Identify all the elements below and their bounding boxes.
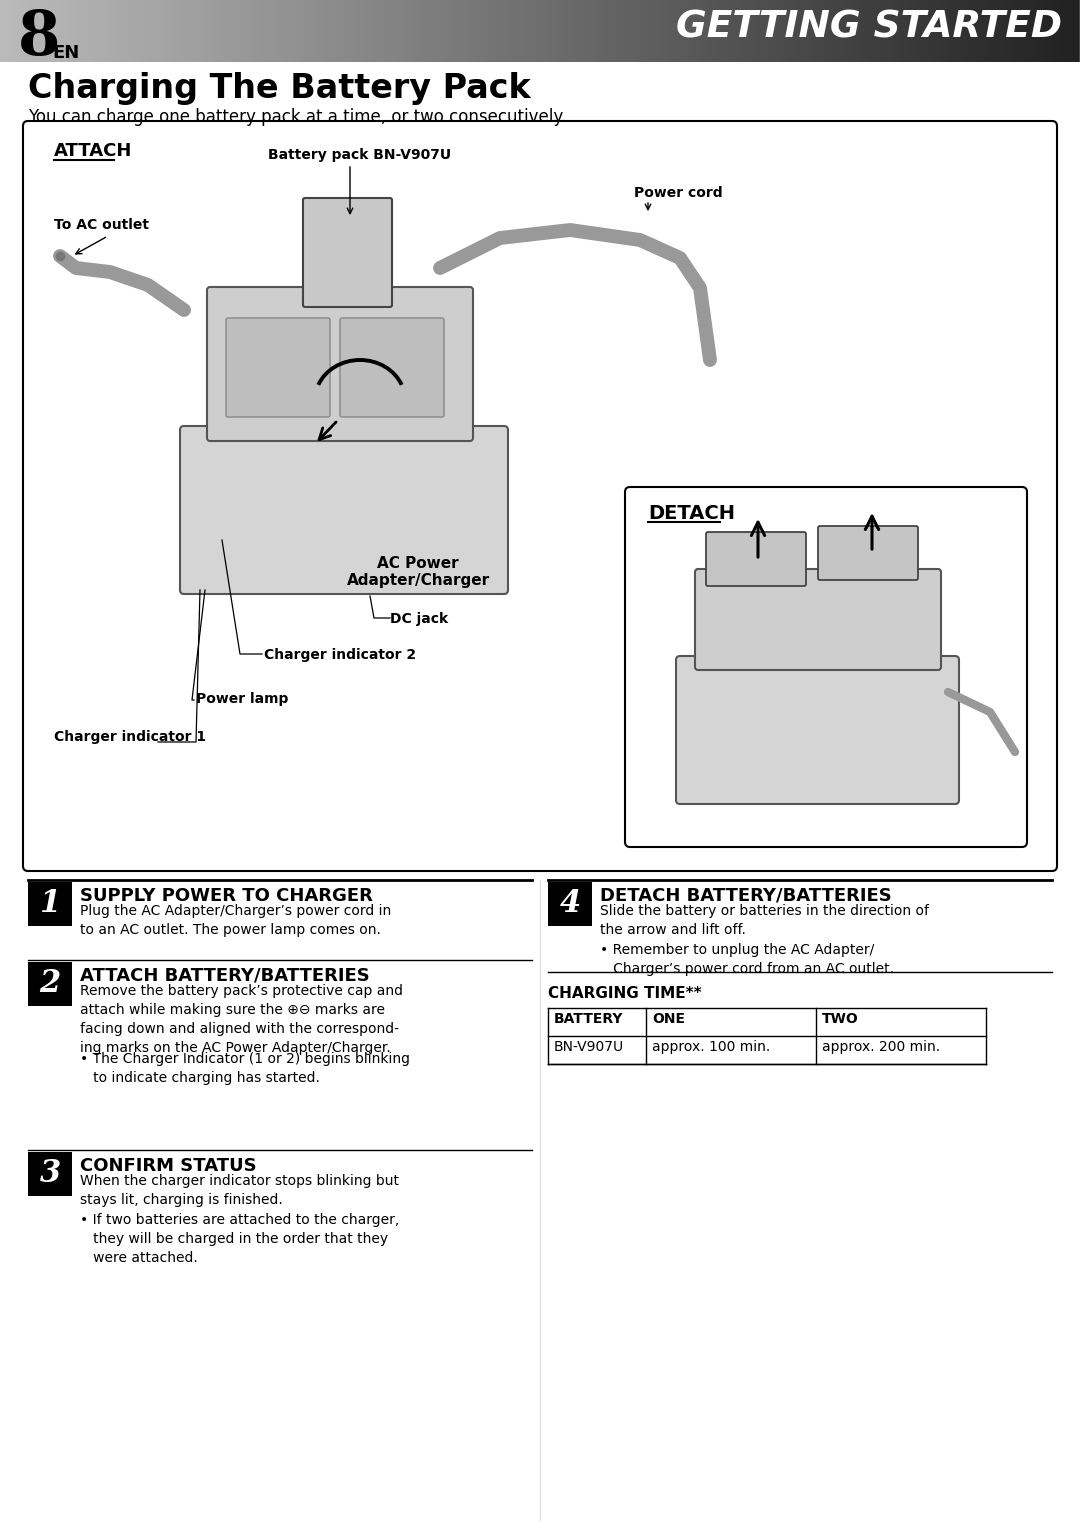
Text: Plug the AC Adapter/Charger’s power cord in
to an AC outlet. The power lamp come: Plug the AC Adapter/Charger’s power cord… bbox=[80, 904, 391, 937]
FancyBboxPatch shape bbox=[706, 532, 806, 586]
FancyBboxPatch shape bbox=[340, 317, 444, 417]
Text: To AC outlet: To AC outlet bbox=[54, 218, 149, 231]
Text: Charger indicator 2: Charger indicator 2 bbox=[264, 648, 416, 662]
FancyBboxPatch shape bbox=[180, 426, 508, 593]
Text: • The Charger Indicator (1 or 2) begins blinking
   to indicate charging has sta: • The Charger Indicator (1 or 2) begins … bbox=[80, 1052, 410, 1085]
Text: GETTING STARTED: GETTING STARTED bbox=[676, 11, 1062, 46]
Text: Battery pack BN-V907U: Battery pack BN-V907U bbox=[269, 149, 451, 162]
Text: • Remember to unplug the AC Adapter/
   Charger’s power cord from an AC outlet.: • Remember to unplug the AC Adapter/ Cha… bbox=[600, 943, 894, 977]
Text: DETACH BATTERY/BATTERIES: DETACH BATTERY/BATTERIES bbox=[600, 888, 892, 904]
Text: AC Power
Adapter/Charger: AC Power Adapter/Charger bbox=[347, 556, 489, 589]
Text: approx. 100 min.: approx. 100 min. bbox=[652, 1039, 770, 1055]
FancyBboxPatch shape bbox=[696, 569, 941, 670]
Text: approx. 200 min.: approx. 200 min. bbox=[822, 1039, 940, 1055]
Text: When the charger indicator stops blinking but
stays lit, charging is finished.: When the charger indicator stops blinkin… bbox=[80, 1174, 399, 1206]
Text: SUPPLY POWER TO CHARGER: SUPPLY POWER TO CHARGER bbox=[80, 888, 373, 904]
Text: Power lamp: Power lamp bbox=[195, 691, 288, 707]
Text: 3: 3 bbox=[39, 1159, 60, 1190]
Text: DETACH: DETACH bbox=[648, 504, 735, 523]
Text: DC jack: DC jack bbox=[390, 612, 448, 625]
FancyBboxPatch shape bbox=[818, 526, 918, 579]
FancyBboxPatch shape bbox=[303, 198, 392, 307]
Text: Remove the battery pack’s protective cap and
attach while making sure the ⊕⊖ mar: Remove the battery pack’s protective cap… bbox=[80, 984, 403, 1055]
Text: CONFIRM STATUS: CONFIRM STATUS bbox=[80, 1157, 257, 1174]
Text: • If two batteries are attached to the charger,
   they will be charged in the o: • If two batteries are attached to the c… bbox=[80, 1213, 400, 1265]
Text: You can charge one battery pack at a time, or two consecutively.: You can charge one battery pack at a tim… bbox=[28, 107, 566, 126]
Text: Power cord: Power cord bbox=[634, 185, 723, 199]
FancyBboxPatch shape bbox=[676, 656, 959, 803]
FancyBboxPatch shape bbox=[207, 287, 473, 442]
Bar bbox=[28, 963, 72, 1006]
Text: 4: 4 bbox=[559, 889, 581, 920]
Text: 2: 2 bbox=[39, 969, 60, 1000]
Text: ONE: ONE bbox=[652, 1012, 685, 1026]
Bar bbox=[548, 881, 592, 926]
Text: 8: 8 bbox=[18, 8, 60, 67]
FancyBboxPatch shape bbox=[23, 121, 1057, 871]
Bar bbox=[28, 1151, 72, 1196]
FancyBboxPatch shape bbox=[226, 317, 330, 417]
Text: Charging The Battery Pack: Charging The Battery Pack bbox=[28, 72, 530, 104]
FancyBboxPatch shape bbox=[625, 487, 1027, 848]
Text: EN: EN bbox=[52, 44, 79, 61]
Text: BATTERY: BATTERY bbox=[554, 1012, 623, 1026]
Text: Slide the battery or batteries in the direction of
the arrow and lift off.: Slide the battery or batteries in the di… bbox=[600, 904, 929, 937]
Text: ATTACH BATTERY/BATTERIES: ATTACH BATTERY/BATTERIES bbox=[80, 967, 369, 986]
Bar bbox=[28, 881, 72, 926]
Text: 1: 1 bbox=[39, 889, 60, 920]
Text: CHARGING TIME**: CHARGING TIME** bbox=[548, 986, 702, 1001]
Text: TWO: TWO bbox=[822, 1012, 859, 1026]
Text: Charger indicator 1: Charger indicator 1 bbox=[54, 730, 206, 744]
Text: ATTACH: ATTACH bbox=[54, 143, 133, 159]
Text: BN-V907U: BN-V907U bbox=[554, 1039, 624, 1055]
